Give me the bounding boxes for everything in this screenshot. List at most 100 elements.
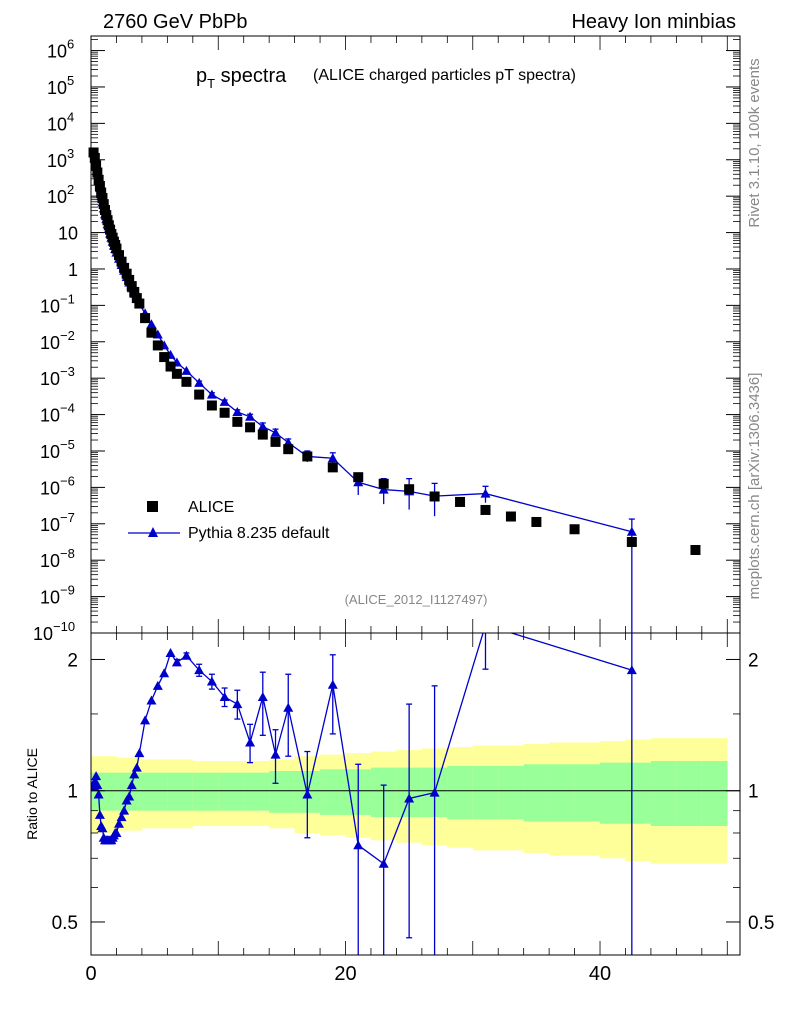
data-point xyxy=(94,180,105,191)
data-point xyxy=(98,199,109,210)
y-tick-label: 104 xyxy=(47,109,74,134)
data-point xyxy=(134,298,145,309)
data-point xyxy=(93,174,104,185)
ratio-point xyxy=(111,827,122,837)
ratio-y-tick-label-right: 1 xyxy=(748,782,759,803)
ratio-point xyxy=(94,809,105,819)
ratio-point xyxy=(302,789,313,799)
mc-point xyxy=(194,377,205,387)
ratio-point xyxy=(92,780,103,790)
ratio-ticks: 0.5 0.51 12 20 20 40 xyxy=(52,633,774,985)
legend-label-data: ALICE xyxy=(188,499,234,516)
data-point xyxy=(96,187,107,198)
data-point xyxy=(690,545,701,556)
ratio-y-tick-label-left: 2 xyxy=(67,650,78,671)
data-point xyxy=(353,472,364,483)
ratio-point xyxy=(353,840,364,850)
y-tick-label: 10 xyxy=(58,224,78,244)
data-point xyxy=(219,407,230,418)
inner-band-segment xyxy=(498,765,524,820)
ratio-point xyxy=(146,695,157,705)
inner-band-segment xyxy=(472,765,499,820)
mc-point xyxy=(327,453,338,463)
data-point xyxy=(97,192,108,203)
data-point xyxy=(91,160,102,171)
data-point xyxy=(111,243,122,254)
ratio-point xyxy=(283,702,294,712)
ratio-point xyxy=(480,620,490,629)
y-tick-label: 10−6 xyxy=(40,473,75,498)
data-point xyxy=(102,215,113,226)
data-point xyxy=(257,429,268,440)
ratio-point xyxy=(152,680,163,690)
data-point xyxy=(194,389,205,400)
data-point xyxy=(146,327,157,338)
ratio-point xyxy=(245,737,256,747)
data-point xyxy=(88,147,99,158)
ratio-point xyxy=(131,762,142,772)
mc-point xyxy=(245,411,256,421)
ratio-point xyxy=(206,676,217,686)
ratio-point xyxy=(116,812,127,822)
data-point xyxy=(126,281,137,292)
ratio-point xyxy=(232,699,243,709)
y-tick-label: 1 xyxy=(68,260,78,280)
mc-point xyxy=(270,427,281,437)
legend-marker-mc xyxy=(148,527,158,537)
ratio-point xyxy=(97,823,108,833)
inner-band-segment xyxy=(269,770,295,813)
spectra-subtitle: (ALICE charged particles pT spectra) xyxy=(313,67,576,84)
ratio-y-tick-label-left: 0.5 xyxy=(52,913,78,934)
legend-marker-data xyxy=(147,501,158,512)
inner-band-segment xyxy=(218,772,245,811)
y-tick-label: 10−1 xyxy=(40,291,75,316)
inner-band-segment xyxy=(243,772,270,811)
spectra-y-ticks: 10610510410310210110−110−210−310−410−510… xyxy=(33,37,740,644)
legend: ALICE Pythia 8.235 default xyxy=(128,499,330,542)
data-point xyxy=(159,352,170,363)
inner-band-segment xyxy=(676,760,703,827)
y-tick-label: 105 xyxy=(47,73,74,98)
side-text-top: Rivet 3.1.10, 100k events xyxy=(746,58,763,227)
ratio-y-tick-label-right: 0.5 xyxy=(748,913,774,934)
y-tick-label: 102 xyxy=(47,182,74,207)
data-point xyxy=(121,268,132,279)
side-text-bottom: mcplots.cern.ch [arXiv:1306.3436] xyxy=(746,373,763,600)
ratio-point xyxy=(257,692,268,702)
ratio-y-tick-label-right: 2 xyxy=(748,650,759,671)
data-point xyxy=(101,210,112,221)
data-point xyxy=(181,376,192,387)
ratio-mc-series xyxy=(91,620,637,955)
inner-band-segment xyxy=(447,765,474,820)
ratio-point xyxy=(181,650,192,660)
x-tick-label: 0 xyxy=(85,963,96,985)
title-rest: spectra xyxy=(215,65,287,87)
data-series xyxy=(88,147,701,556)
mc-point xyxy=(480,488,491,498)
title-main: p xyxy=(196,65,207,87)
data-point xyxy=(206,400,217,411)
y-tick-label: 10−7 xyxy=(40,510,75,535)
y-tick-label: 10−3 xyxy=(40,364,75,389)
data-point xyxy=(327,462,338,473)
inner-band-segment xyxy=(625,762,652,824)
data-point xyxy=(140,313,151,324)
inner-band-segment xyxy=(141,772,168,811)
x-tick-label: 40 xyxy=(589,963,611,985)
ratio-point xyxy=(327,679,338,689)
inner-band-segment xyxy=(650,760,677,827)
y-tick-label: 10−5 xyxy=(40,437,75,462)
y-tick-label: 10−9 xyxy=(40,583,75,608)
data-point xyxy=(131,293,142,304)
inner-band-segment xyxy=(600,762,626,824)
inner-band-segment xyxy=(523,764,550,822)
data-point xyxy=(302,451,313,462)
data-point xyxy=(116,256,127,267)
data-point xyxy=(113,250,124,261)
ratio-y-tick-label-left: 1 xyxy=(67,782,78,803)
analysis-annotation: (ALICE_2012_I1127497) xyxy=(345,592,488,607)
ratio-point xyxy=(119,805,130,815)
ratio-point xyxy=(270,749,281,759)
mc-series xyxy=(88,147,637,633)
data-point xyxy=(455,496,466,507)
